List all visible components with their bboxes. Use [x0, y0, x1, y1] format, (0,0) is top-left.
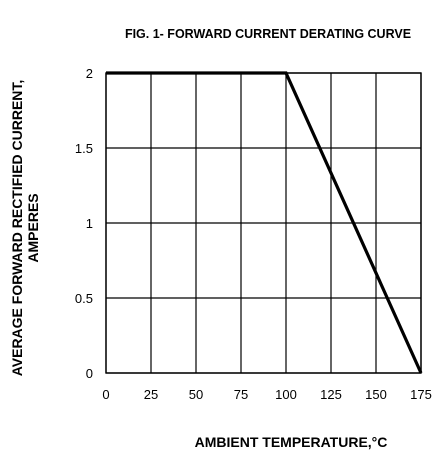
x-tick-label-100: 100 [275, 387, 297, 402]
y-tick-label-2: 2 [86, 66, 93, 81]
series-group [106, 71, 423, 374]
y-tick-label-0.5: 0.5 [75, 291, 93, 306]
x-tick-label-0: 0 [102, 387, 109, 402]
x-tick-label-175: 175 [410, 387, 432, 402]
y-axis-title-line2: AMPERES [25, 193, 41, 262]
x-tick-label-125: 125 [320, 387, 342, 402]
x-tick-label-50: 50 [189, 387, 203, 402]
y-tick-label-1: 1 [86, 216, 93, 231]
x-tick-label-150: 150 [365, 387, 387, 402]
x-tick-label-75: 75 [234, 387, 248, 402]
y-tick-label-1.5: 1.5 [75, 141, 93, 156]
series-line-0 [106, 71, 423, 374]
y-axis-title-line1: AVERAGE FORWARD RECTIFIED CURRENT, [9, 80, 25, 377]
y-tick-label-0: 0 [86, 366, 93, 381]
x-tick-labels: 0 25 50 75 100 125 150 175 [102, 387, 431, 402]
y-tick-labels: 0 0.5 1 1.5 2 [75, 66, 93, 381]
x-axis-title: AMBIENT TEMPERATURE,°C [195, 434, 388, 450]
chart-title: FIG. 1- FORWARD CURRENT DERATING CURVE [125, 27, 411, 41]
grid-lines [105, 72, 422, 374]
x-tick-label-25: 25 [144, 387, 158, 402]
